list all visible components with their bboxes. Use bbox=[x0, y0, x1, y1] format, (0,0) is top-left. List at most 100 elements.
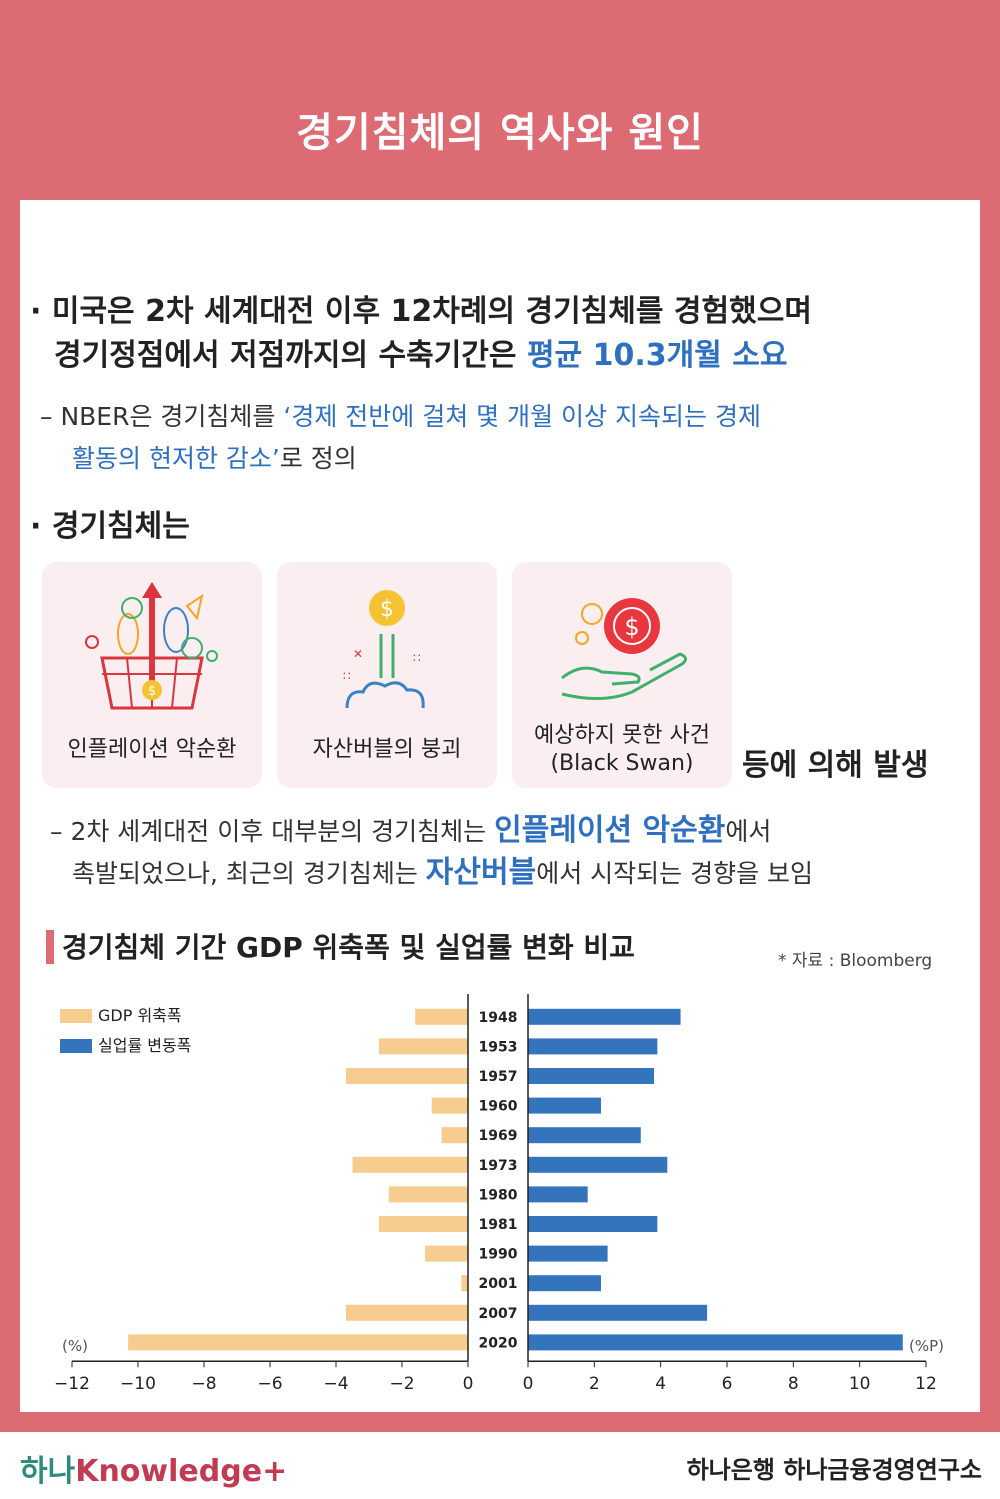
causes-suffix: 등에 의해 발생 bbox=[742, 748, 929, 783]
year-label-1973: 1973 bbox=[479, 1158, 518, 1174]
gdp-bar-1981 bbox=[378, 1216, 468, 1232]
gdp-tick-label: −10 bbox=[120, 1374, 156, 1390]
brand-left-b: Knowledge bbox=[75, 1454, 263, 1489]
cause-label-asset-bubble: 자산버블의 붕괴 bbox=[312, 737, 462, 762]
year-label-1990: 1990 bbox=[479, 1247, 518, 1263]
unemployment-bar-1953 bbox=[528, 1038, 658, 1055]
unemployment-bar-1973 bbox=[528, 1156, 668, 1173]
year-label-1981: 1981 bbox=[479, 1217, 518, 1233]
year-label-1957: 1957 bbox=[479, 1069, 518, 1085]
gdp-tick-label: −6 bbox=[257, 1374, 282, 1390]
cause-card-inflation: $ 인플레이션 악순환 bbox=[42, 562, 262, 788]
unemployment-bar-1969 bbox=[528, 1127, 641, 1144]
chart-title: 경기침체 기간 GDP 위축폭 및 실업률 변화 비교 bbox=[62, 931, 635, 964]
footer-brand-right: 하나은행 하나금융경영연구소 bbox=[686, 1456, 982, 1484]
trend-line1-text: 2차 세계대전 이후 대부분의 경기침체는 bbox=[70, 817, 495, 846]
cause-card-asset-bubble: $ ✕ ∷ ∷ 자산버블의 붕괴 bbox=[277, 562, 497, 788]
nber-text: NBER은 경기침체를 bbox=[60, 402, 284, 431]
gdp-bar-1969 bbox=[441, 1127, 468, 1144]
year-label-1980: 1980 bbox=[479, 1187, 518, 1203]
unemployment-bar-1990 bbox=[528, 1245, 608, 1262]
intro-line2: 경기정점에서 저점까지의 수축기간은 평균 10.3개월 소요 bbox=[54, 334, 787, 378]
causes-heading: · 경기침체는 bbox=[30, 509, 190, 544]
svg-text:∷: ∷ bbox=[413, 651, 421, 665]
recession-comparison-chart: 1948 1953 1957 1960 1969 1973 1980 1981 1990 2001… bbox=[54, 994, 944, 1390]
chart-title-marker bbox=[46, 930, 54, 964]
intro-line1: 미국은 2차 세계대전 이후 12차례의 경기침체를 경험했으며 bbox=[51, 294, 812, 329]
plus-icon: + bbox=[262, 1454, 288, 1489]
gdp-bar-1948 bbox=[415, 1008, 468, 1025]
unemployment-bar-1980 bbox=[528, 1186, 588, 1203]
nber-definition-line2: 활동의 현저한 감소’로 정의 bbox=[72, 438, 357, 480]
header-background bbox=[0, 0, 1000, 250]
cause-label-black-swan-2: (Black Swan) bbox=[550, 751, 694, 776]
year-label-1969: 1969 bbox=[479, 1128, 518, 1144]
inflation-highlight: 인플레이션 악순환 bbox=[494, 813, 726, 848]
nber-definition-line1: – NBER은 경기침체를 ‘경제 전반에 걸쳐 몇 개월 이상 지속되는 경제 bbox=[40, 402, 761, 431]
trend-line2: 촉발되었으나, 최근의 경기침체는 자산버블에서 시작되는 경향을 보임 bbox=[72, 852, 813, 895]
unemployment-tick-label: 2 bbox=[589, 1374, 600, 1390]
unemployment-tick-label: 0 bbox=[523, 1374, 534, 1390]
gdp-bar-1957 bbox=[345, 1068, 468, 1084]
intro-bullet: · 미국은 2차 세계대전 이후 12차례의 경기침체를 경험했으며 bbox=[30, 294, 812, 329]
unemployment-bar-1948 bbox=[528, 1008, 681, 1025]
year-label-2020: 2020 bbox=[479, 1335, 518, 1351]
unemployment-bar-1960 bbox=[528, 1097, 601, 1114]
unemployment-tick-label: 6 bbox=[722, 1374, 733, 1390]
year-label-2001: 2001 bbox=[479, 1276, 518, 1292]
unemployment-bar-1981 bbox=[528, 1216, 658, 1232]
year-label-1948: 1948 bbox=[479, 1010, 518, 1026]
hand-dollar-coin-icon: $ bbox=[561, 598, 687, 701]
svg-text:✕: ✕ bbox=[353, 647, 363, 661]
svg-text:$: $ bbox=[148, 684, 156, 699]
nber-suffix: 로 정의 bbox=[279, 444, 357, 473]
gdp-unit-label: (%) bbox=[62, 1337, 88, 1355]
unemployment-bar-2007 bbox=[528, 1304, 708, 1321]
unemployment-tick-label: 4 bbox=[655, 1374, 666, 1390]
brand-left-a: 하나 bbox=[20, 1454, 76, 1489]
gdp-bar-2020 bbox=[128, 1334, 468, 1351]
gdp-bar-1980 bbox=[388, 1186, 468, 1203]
nber-quote-part2: 활동의 현저한 감소’ bbox=[72, 444, 280, 473]
gdp-bar-1990 bbox=[425, 1245, 468, 1262]
nber-quote-part1: ‘경제 전반에 걸쳐 몇 개월 이상 지속되는 경제 bbox=[283, 402, 761, 431]
unemployment-bar-2001 bbox=[528, 1275, 601, 1292]
year-label-1960: 1960 bbox=[479, 1099, 518, 1115]
asset-bubble-highlight: 자산버블 bbox=[425, 855, 537, 890]
gdp-bar-2007 bbox=[345, 1304, 468, 1321]
content-panel bbox=[20, 200, 980, 1412]
unemployment-unit-label: (%P) bbox=[909, 1337, 944, 1355]
svg-text:$: $ bbox=[380, 597, 394, 622]
unemployment-tick-label: 8 bbox=[788, 1374, 799, 1390]
gdp-bar-1960 bbox=[431, 1097, 468, 1114]
legend-swatch-gdp bbox=[60, 1009, 92, 1023]
gdp-tick-label: −12 bbox=[54, 1374, 90, 1390]
legend-label-unemployment: 실업률 변동폭 bbox=[98, 1036, 191, 1055]
causes-heading-text: 경기침체는 bbox=[51, 509, 190, 544]
unemployment-bar-2020 bbox=[528, 1334, 903, 1351]
trend-line2-suffix: 에서 시작되는 경향을 보임 bbox=[536, 859, 814, 888]
cause-card-black-swan: $ 예상하지 못한 사건 (Black Swan) bbox=[512, 562, 732, 788]
intro-line2-text: 경기정점에서 저점까지의 수축기간은 bbox=[54, 338, 527, 373]
dollar-coin-bubble-icon: $ ✕ ∷ ∷ bbox=[343, 590, 425, 709]
trend-line1-suffix: 에서 bbox=[725, 817, 772, 846]
svg-text:∷: ∷ bbox=[343, 669, 351, 683]
gdp-tick-label: −2 bbox=[389, 1374, 414, 1390]
trend-line2-text: 촉발되었으나, 최근의 경기침체는 bbox=[72, 859, 426, 888]
gdp-tick-label: −4 bbox=[323, 1374, 348, 1390]
unemployment-tick-label: 12 bbox=[915, 1374, 937, 1390]
legend-swatch-unemployment bbox=[60, 1039, 92, 1053]
cause-label-inflation: 인플레이션 악순환 bbox=[67, 737, 237, 762]
unemployment-tick-label: 10 bbox=[849, 1374, 871, 1390]
avg-duration-highlight: 평균 10.3개월 소요 bbox=[526, 338, 788, 373]
gdp-bar-1953 bbox=[378, 1038, 468, 1055]
year-label-2007: 2007 bbox=[479, 1306, 518, 1322]
gdp-tick-label: −8 bbox=[191, 1374, 216, 1390]
cause-label-black-swan-1: 예상하지 못한 사건 bbox=[534, 723, 710, 748]
gdp-bar-1973 bbox=[352, 1156, 468, 1173]
unemployment-bar-1957 bbox=[528, 1068, 655, 1084]
page-title: 경기침체의 역사와 원인 bbox=[296, 110, 704, 156]
legend-label-gdp: GDP 위축폭 bbox=[98, 1006, 182, 1025]
footer-brand-left: 하나Knowledge+ bbox=[20, 1446, 287, 1490]
year-label-1953: 1953 bbox=[479, 1039, 518, 1055]
